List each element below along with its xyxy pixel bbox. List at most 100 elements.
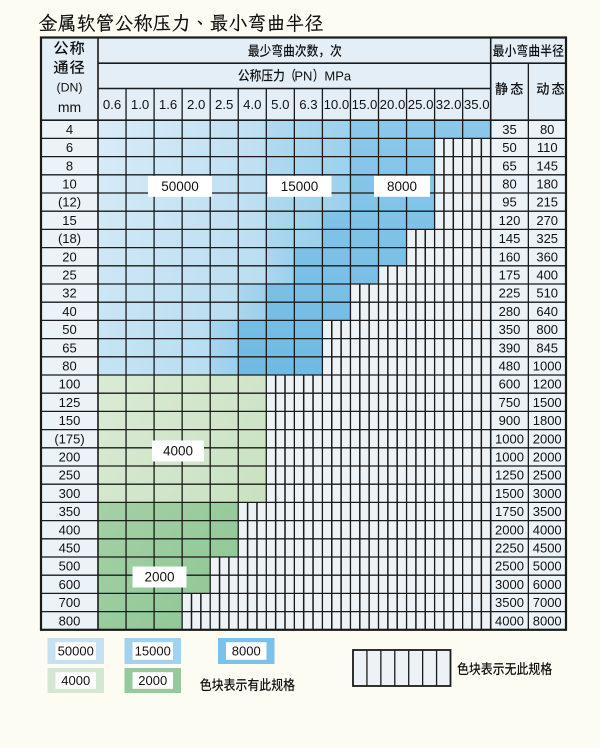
svg-text:(175): (175)	[54, 431, 84, 446]
svg-text:65: 65	[62, 340, 76, 355]
svg-text:1800: 1800	[533, 413, 562, 428]
svg-text:6000: 6000	[533, 577, 562, 592]
svg-text:4.0: 4.0	[243, 97, 261, 112]
svg-text:390: 390	[499, 340, 521, 355]
svg-text:1500: 1500	[495, 486, 524, 501]
svg-text:4000: 4000	[533, 522, 562, 537]
svg-text:7000: 7000	[533, 595, 562, 610]
svg-text:(18): (18)	[58, 231, 81, 246]
svg-text:350: 350	[499, 322, 521, 337]
svg-text:80: 80	[62, 359, 76, 374]
svg-text:15: 15	[62, 213, 76, 228]
svg-text:50: 50	[502, 140, 516, 155]
svg-text:250: 250	[59, 468, 81, 483]
svg-text:2.5: 2.5	[215, 97, 233, 112]
svg-text:6.3: 6.3	[299, 97, 317, 112]
svg-text:32: 32	[62, 286, 76, 301]
svg-text:8000: 8000	[533, 613, 562, 628]
svg-text:10.0: 10.0	[324, 97, 350, 112]
svg-text:215: 215	[536, 195, 558, 210]
svg-text:450: 450	[59, 541, 81, 556]
svg-text:2500: 2500	[495, 559, 524, 574]
svg-text:400: 400	[536, 268, 558, 283]
svg-text:750: 750	[499, 395, 521, 410]
svg-text:20: 20	[62, 249, 76, 264]
svg-text:15.0: 15.0	[352, 97, 378, 112]
svg-text:35.0: 35.0	[464, 97, 490, 112]
svg-text:4000: 4000	[61, 673, 90, 688]
svg-text:(DN): (DN)	[57, 80, 83, 94]
svg-text:1500: 1500	[533, 395, 562, 410]
svg-text:50000: 50000	[161, 179, 199, 194]
svg-text:0.6: 0.6	[103, 97, 121, 112]
svg-text:360: 360	[536, 249, 558, 264]
svg-text:40: 40	[62, 304, 76, 319]
svg-text:125: 125	[59, 395, 81, 410]
svg-text:180: 180	[536, 177, 558, 192]
svg-text:6: 6	[66, 140, 73, 155]
svg-text:8: 8	[66, 158, 73, 173]
svg-text:25.0: 25.0	[408, 97, 434, 112]
svg-text:3500: 3500	[533, 504, 562, 519]
svg-text:2000: 2000	[138, 673, 167, 688]
svg-text:10: 10	[62, 177, 76, 192]
svg-text:3000: 3000	[495, 577, 524, 592]
svg-text:175: 175	[499, 268, 521, 283]
svg-text:25: 25	[62, 268, 76, 283]
svg-text:600: 600	[499, 377, 521, 392]
svg-text:50000: 50000	[58, 644, 94, 659]
svg-text:845: 845	[536, 340, 558, 355]
svg-text:2250: 2250	[495, 541, 524, 556]
svg-text:2000: 2000	[144, 570, 174, 585]
svg-text:95: 95	[502, 195, 516, 210]
svg-text:325: 325	[536, 231, 558, 246]
svg-text:350: 350	[59, 504, 81, 519]
svg-text:510: 510	[536, 286, 558, 301]
svg-text:8000: 8000	[387, 179, 417, 194]
svg-text:2000: 2000	[533, 431, 562, 446]
svg-text:1.0: 1.0	[131, 97, 149, 112]
svg-text:50: 50	[62, 322, 76, 337]
svg-text:1.6: 1.6	[159, 97, 177, 112]
svg-text:4: 4	[66, 122, 73, 137]
svg-text:1000: 1000	[495, 431, 524, 446]
svg-text:1000: 1000	[533, 359, 562, 374]
svg-text:8000: 8000	[232, 644, 261, 659]
svg-text:2.0: 2.0	[187, 97, 205, 112]
svg-text:15000: 15000	[281, 179, 319, 194]
svg-text:32.0: 32.0	[436, 97, 462, 112]
svg-text:1250: 1250	[495, 468, 524, 483]
svg-text:PN: PN	[294, 68, 312, 83]
svg-text:5.0: 5.0	[271, 97, 289, 112]
svg-text:4000: 4000	[495, 613, 524, 628]
svg-text:600: 600	[59, 577, 81, 592]
svg-text:1200: 1200	[533, 377, 562, 392]
svg-text:200: 200	[59, 450, 81, 465]
svg-text:mm: mm	[58, 99, 81, 115]
svg-text:500: 500	[59, 559, 81, 574]
svg-text:80: 80	[502, 177, 516, 192]
svg-text:900: 900	[499, 413, 521, 428]
svg-text:640: 640	[536, 304, 558, 319]
svg-text:300: 300	[59, 486, 81, 501]
svg-text:5000: 5000	[533, 559, 562, 574]
svg-text:700: 700	[59, 595, 81, 610]
svg-text:4500: 4500	[533, 541, 562, 556]
svg-text:(12): (12)	[58, 195, 81, 210]
svg-text:1750: 1750	[495, 504, 524, 519]
svg-text:110: 110	[537, 140, 558, 155]
svg-text:35: 35	[502, 122, 516, 137]
svg-text:270: 270	[536, 213, 558, 228]
svg-text:20.0: 20.0	[380, 97, 406, 112]
svg-text:2000: 2000	[533, 450, 562, 465]
svg-text:65: 65	[502, 158, 516, 173]
svg-text:2500: 2500	[533, 468, 562, 483]
svg-text:MPa: MPa	[324, 68, 352, 83]
svg-text:800: 800	[536, 322, 558, 337]
svg-text:145: 145	[536, 158, 558, 173]
svg-text:3000: 3000	[533, 486, 562, 501]
svg-text:2000: 2000	[495, 522, 524, 537]
svg-text:4000: 4000	[163, 444, 193, 459]
svg-text:15000: 15000	[135, 644, 171, 659]
svg-text:120: 120	[499, 213, 521, 228]
